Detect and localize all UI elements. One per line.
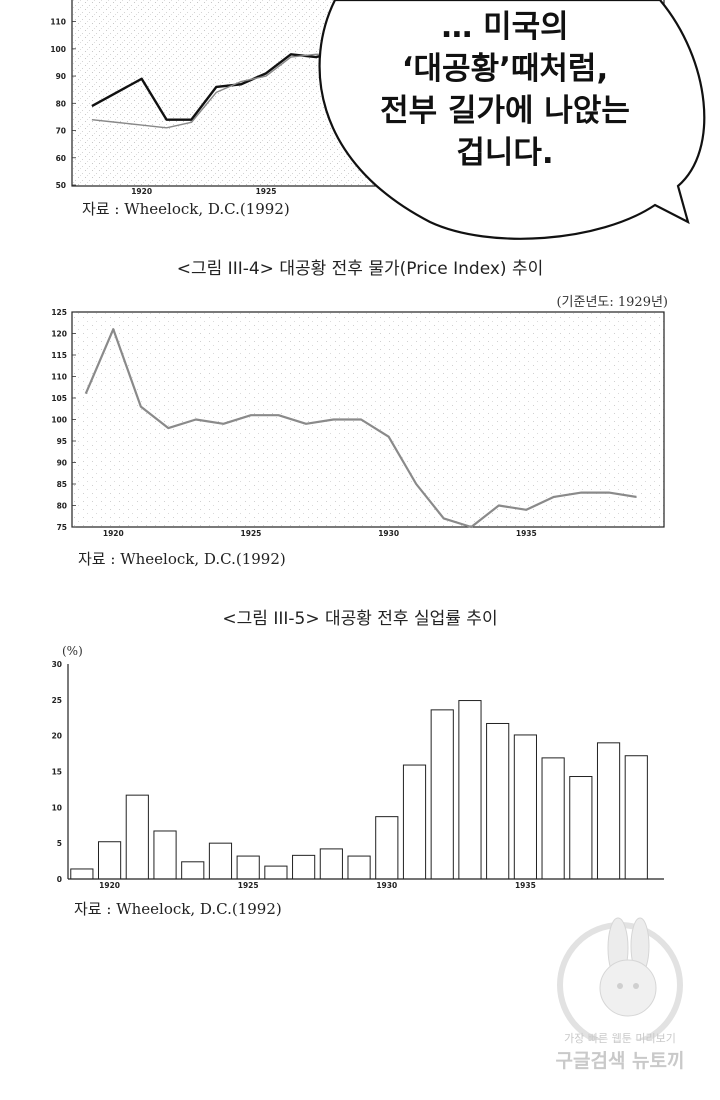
chart-4-y-tick-label: 115 xyxy=(51,351,67,360)
chart-4-y-tick-label: 100 xyxy=(51,416,67,425)
chart-4-y-tick-label: 120 xyxy=(51,330,67,339)
chart-5-bar xyxy=(375,816,399,880)
chart-5-bar xyxy=(541,757,565,880)
chart-3-y-tick-label: 110 xyxy=(50,18,66,27)
chart-5-y-tick-label: 25 xyxy=(52,696,62,705)
chart-5-bar xyxy=(153,830,177,880)
chart-5-y-tick-label: 15 xyxy=(52,768,62,777)
chart-4-x-tick-label: 1925 xyxy=(241,529,262,538)
chart-5-bar xyxy=(430,709,454,880)
chart-5-bar xyxy=(513,734,537,880)
chart-5-y-tick-label: 20 xyxy=(52,732,62,741)
chart-5-y-tick-label: 5 xyxy=(57,839,62,848)
chart-4-y-tick-label: 105 xyxy=(51,394,67,403)
bubble-line-2: ‘대공황’때처럼, xyxy=(401,51,609,87)
chart-5-x-tick-label: 1925 xyxy=(238,881,259,890)
chart-5-x-tick-label: 1920 xyxy=(99,881,120,890)
chart-5-x-tick-label: 1930 xyxy=(376,881,397,890)
chart-5-unemployment: 0 5 10 15 20 25 30 1920 1925 1930 1935 xyxy=(52,660,664,890)
bubble-line-3: 전부 길가에 나앉는 xyxy=(380,93,630,129)
chart-4-y-tick-label: 125 xyxy=(51,308,67,317)
chart-5-bar xyxy=(319,848,343,880)
chart-5-bar xyxy=(458,700,482,880)
figure-4-base-year-note: (기준년도: 1929년) xyxy=(556,295,668,310)
chart-3-y-tick-label: 90 xyxy=(56,72,66,81)
figure-5-unit-label: (%) xyxy=(62,644,83,658)
chart-3-y-tick-label: 60 xyxy=(56,154,66,163)
figure-5-caption: <그림 III-5> 대공황 전후 실업률 추이 xyxy=(222,609,498,629)
chart-3-y-tick-label: 80 xyxy=(56,99,66,108)
figure-4-source: 자료 : Wheelock, D.C.(1992) xyxy=(78,550,286,568)
chart-3-y-tick-label: 70 xyxy=(56,127,66,136)
chart-5-bar xyxy=(70,868,94,880)
chart-5-bar xyxy=(624,755,648,880)
chart-5-y-tick-label: 30 xyxy=(52,660,62,669)
chart-5-x-tick-label: 1935 xyxy=(515,881,536,890)
chart-4-y-tick-label: 85 xyxy=(57,480,67,489)
figure-4-caption: <그림 III-4> 대공황 전후 물가(Price Index) 추이 xyxy=(176,259,544,279)
chart-5-bar xyxy=(347,855,371,880)
chart-3-y-tick-label: 50 xyxy=(56,181,66,190)
chart-3-x-tick-label: 1925 xyxy=(256,187,277,196)
chart-4-y-tick-label: 75 xyxy=(57,523,67,532)
chart-4-y-tick-label: 80 xyxy=(57,502,67,511)
chart-5-bar xyxy=(125,794,149,880)
chart-5-y-tick-label: 0 xyxy=(57,875,62,884)
figure-5-source: 자료 : Wheelock, D.C.(1992) xyxy=(74,900,282,918)
chart-4-y-tick-label: 90 xyxy=(57,459,67,468)
chart-3-x-tick-label: 1920 xyxy=(131,187,152,196)
speech-bubble-text: … 미국의 ‘대공황’때처럼, 전부 길가에 나앉는 겁니다. xyxy=(330,6,680,174)
chart-5-bar xyxy=(486,722,510,880)
chart-4-x-tick-label: 1935 xyxy=(516,529,537,538)
chart-5-bar xyxy=(97,841,122,880)
chart-5-bar xyxy=(402,764,427,880)
figure-3-source: 자료 : Wheelock, D.C.(1992) xyxy=(82,200,290,218)
chart-5-y-tick-label: 10 xyxy=(52,803,62,812)
chart-4-series-line xyxy=(84,328,637,529)
bubble-line-1: … 미국의 xyxy=(441,9,569,45)
chart-4-plot-area xyxy=(71,311,665,528)
chart-5-bar xyxy=(208,842,233,880)
watermark-mascot-icon xyxy=(557,917,683,1040)
chart-5-bar xyxy=(236,855,260,880)
watermark-line-2: 구글검색 뉴토끼 xyxy=(555,1050,685,1072)
chart-5-bar xyxy=(292,854,316,880)
chart-4-x-tick-label: 1920 xyxy=(103,529,124,538)
chart-4-price-index: 75 80 85 90 95 100 105 110 115 120 125 1920 1925 193… xyxy=(51,308,665,538)
speech-bubble xyxy=(318,0,706,240)
watermark-line-1: 가장 빠른 웹툰 미리보기 xyxy=(564,1032,676,1045)
bubble-line-4: 겁니다. xyxy=(456,135,554,171)
chart-4-y-tick-label: 95 xyxy=(57,437,67,446)
chart-4-x-tick-label: 1930 xyxy=(378,529,399,538)
chart-5-bar xyxy=(181,861,205,880)
chart-5-bar xyxy=(569,776,593,880)
chart-5-bar xyxy=(264,865,288,880)
chart-4-y-tick-label: 110 xyxy=(51,373,67,382)
chart-3-y-tick-label: 100 xyxy=(50,45,66,54)
chart-5-bar xyxy=(596,742,621,880)
